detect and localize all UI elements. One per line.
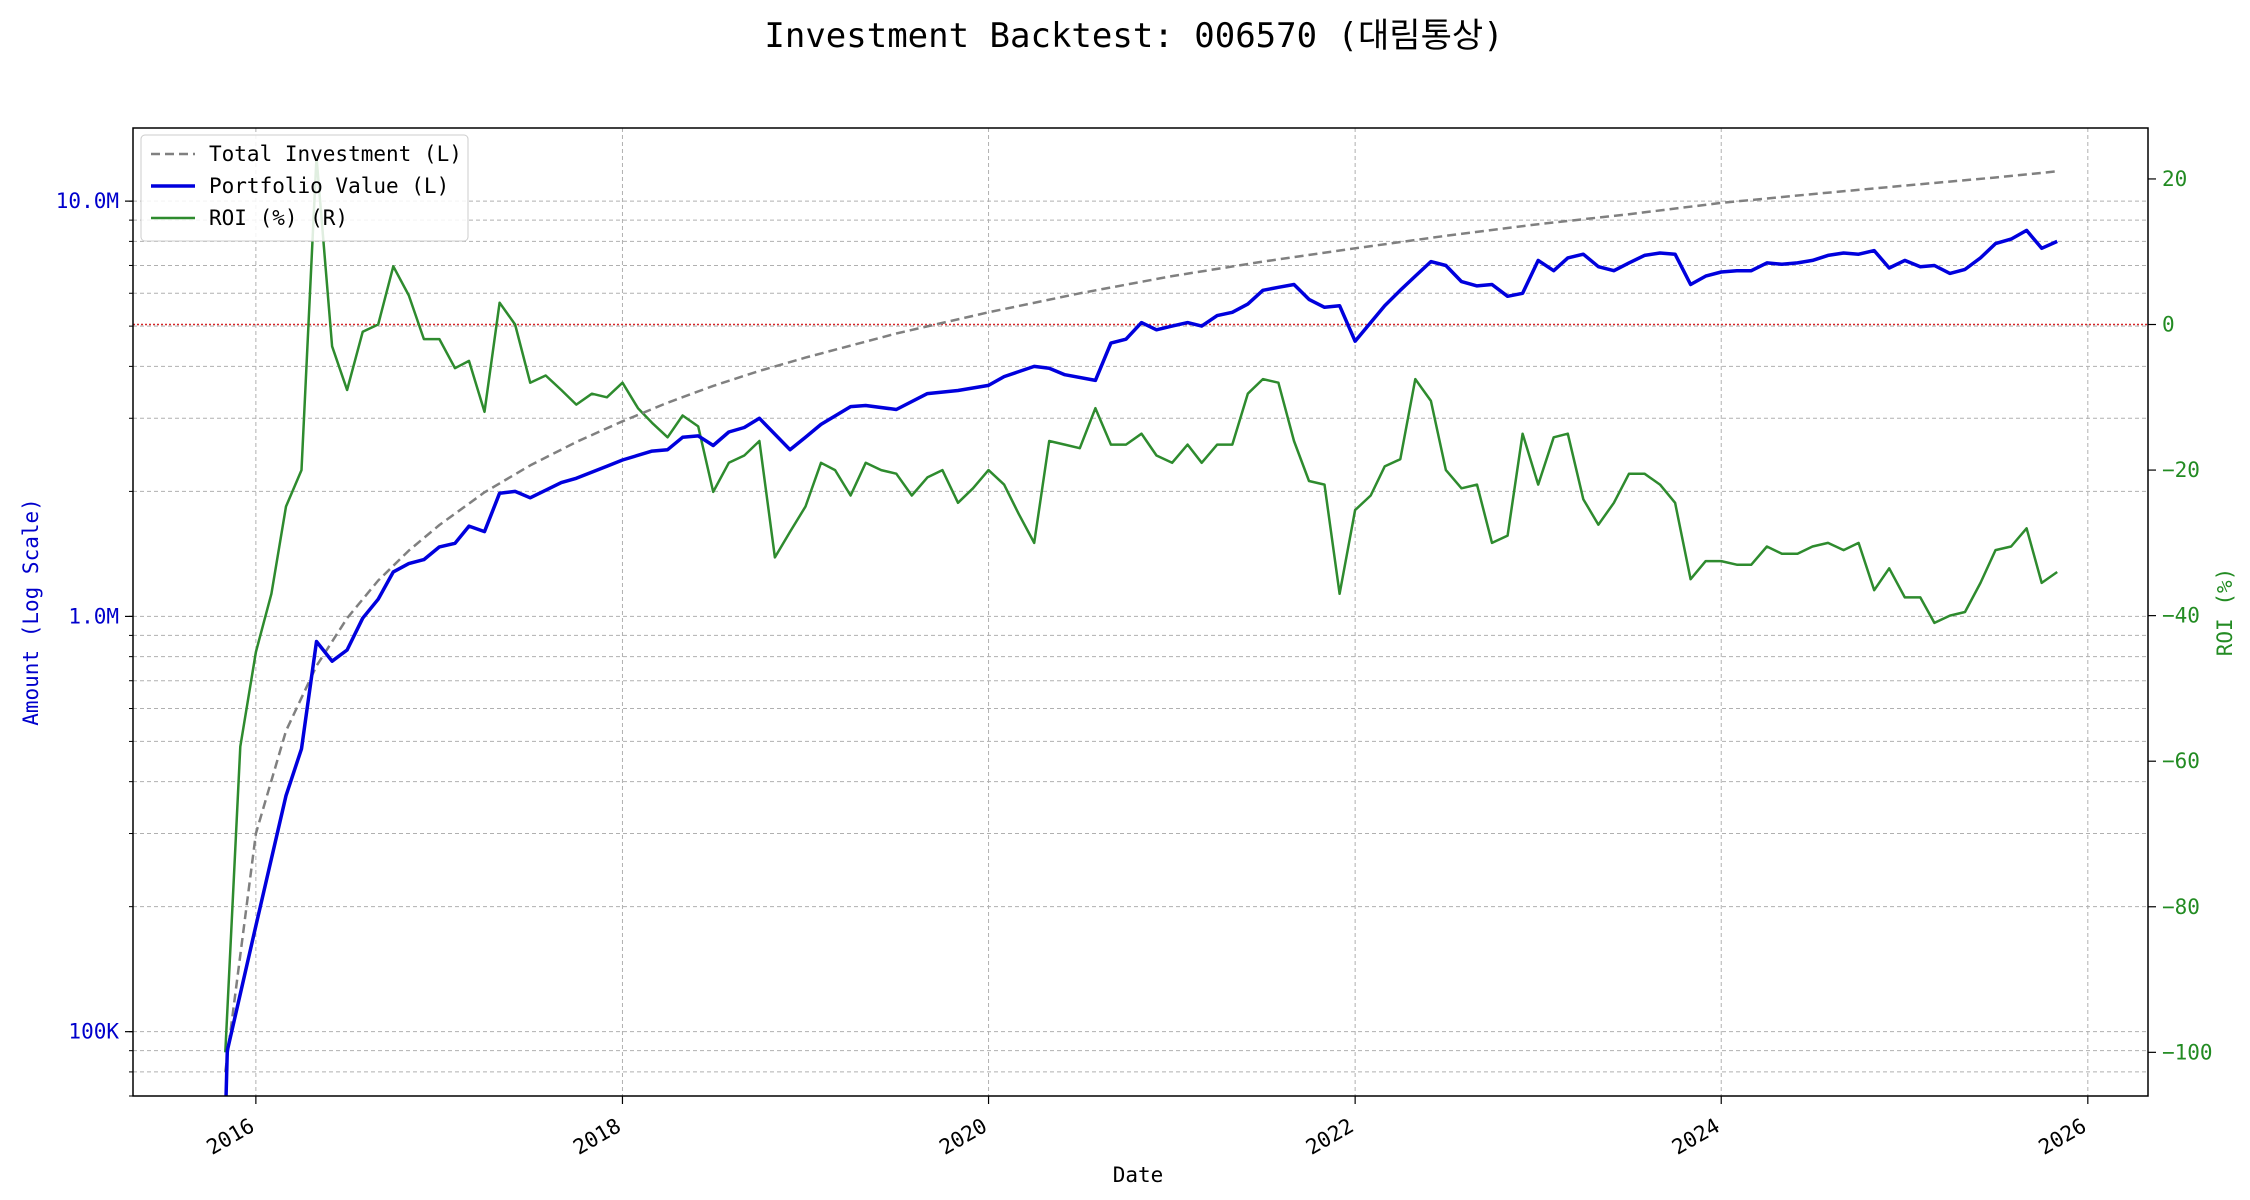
y-right-tick-label: 20 [2162, 167, 2187, 191]
y-axis-label-right: ROI (%) [2213, 568, 2237, 657]
legend-entry-portfolio-value-label: Portfolio Value (L) [209, 174, 449, 198]
y-axis-label-left: Amount (Log Scale) [19, 498, 43, 726]
total-investment-line [224, 170, 2058, 1073]
y-right-tick-label: −100 [2162, 1040, 2213, 1064]
y-right-tick-label: −60 [2162, 749, 2200, 773]
y-left-tick-label: 100K [68, 1020, 119, 1044]
y-right-tick-label: −20 [2162, 458, 2200, 482]
x-axis-label: Date [1113, 1163, 1164, 1187]
chart-title: Investment Backtest: 006570 (대림통상) [764, 16, 1503, 56]
portfolio-value-line [224, 228, 2058, 1096]
legend-box [140, 134, 469, 242]
legend-entry-roi-label: ROI (%) (R) [209, 206, 348, 230]
y-right-tick-label: −80 [2162, 895, 2200, 919]
series-layer [224, 155, 2058, 1096]
legend-entry-total-investment-label: Total Investment (L) [209, 142, 462, 166]
roi-line [224, 155, 2058, 1053]
y-left-tick-label: 1.0M [68, 604, 119, 628]
y-right-tick-label: 0 [2162, 313, 2175, 337]
y-right-tick-label: −40 [2162, 604, 2200, 628]
plot-frame [132, 127, 2149, 1097]
legend: Total Investment (L) Portfolio Value (L) R… [140, 134, 469, 242]
grid-layer [133, 128, 2148, 1097]
y-left-tick-label: 10.0M [56, 189, 119, 213]
